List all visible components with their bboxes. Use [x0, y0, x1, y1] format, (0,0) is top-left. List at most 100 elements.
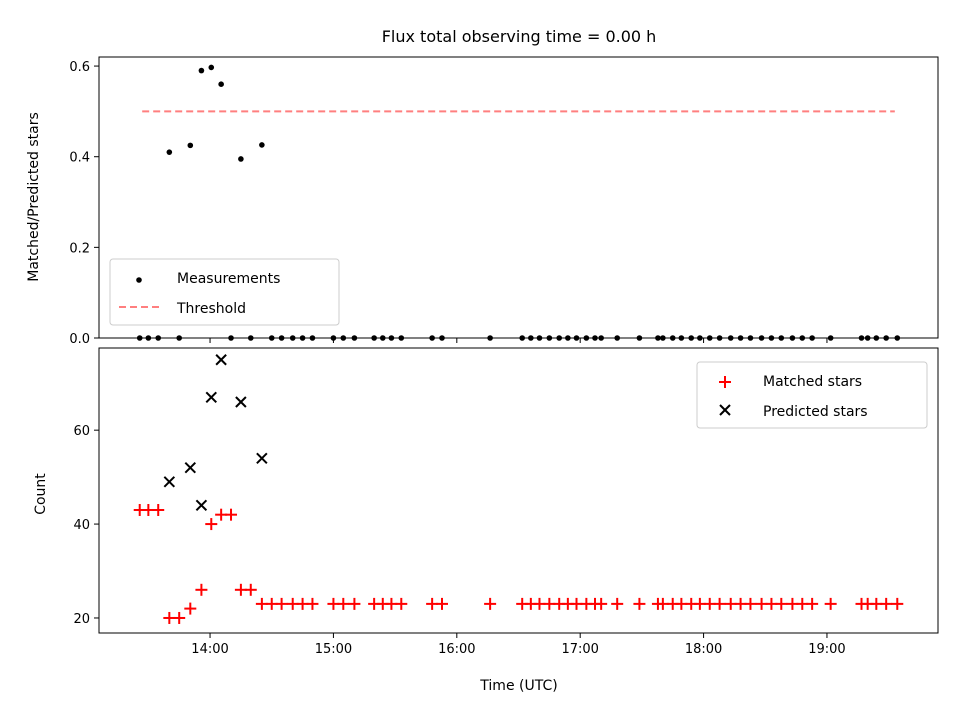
matched-star-marker [824, 597, 837, 610]
measurement-point [351, 335, 358, 341]
measurement-point [487, 335, 493, 341]
count-panel: 14:00 15:00 16:00 17:00 18:00 19:00 20 40 60 Cou… [33, 347, 939, 694]
count-axis-ticks: 14:00 15:00 16:00 17:00 18:00 19:00 20 40 60 [73, 424, 845, 657]
matched-star-marker [713, 597, 726, 610]
matched-star-marker [891, 597, 904, 610]
measurement-point [136, 335, 143, 341]
measurement-point [583, 335, 590, 341]
x-tick-label: 16:00 [438, 642, 475, 657]
measurement-point [528, 335, 534, 341]
measurement-point [340, 335, 347, 341]
matched-star-marker [611, 597, 624, 610]
measurement-point [398, 335, 405, 341]
legend-matched-label: Matched stars [763, 374, 862, 390]
predicted-star-marker [235, 396, 247, 408]
ratio-axis-ticks: 0.0 0.2 0.4 0.6 [69, 60, 828, 347]
legend-measurements-label: Measurements [177, 271, 280, 287]
measurement-point [592, 335, 598, 341]
ratio-plot-area [136, 64, 901, 341]
measurement-point [697, 335, 703, 341]
count-legend: Matched stars Predicted stars [696, 361, 928, 429]
matched-star-marker [173, 611, 186, 624]
measurement-point [247, 335, 254, 341]
x-tick-label: 19:00 [808, 642, 845, 657]
measurement-point [858, 335, 865, 341]
matched-star-marker [395, 597, 408, 610]
measurement-point [208, 64, 215, 71]
measurement-point [536, 335, 543, 341]
y-tick-label: 0.4 [69, 151, 90, 166]
matched-star-marker [744, 597, 757, 610]
y-tick-label: 60 [73, 424, 90, 439]
matched-star-marker [880, 597, 893, 610]
measurement-point [268, 335, 275, 341]
measurement-point [238, 156, 244, 162]
measurement-point [827, 335, 834, 341]
y-tick-label: 20 [73, 612, 90, 627]
x-tick-label: 14:00 [191, 642, 228, 657]
matched-star-marker [775, 597, 788, 610]
predicted-star-marker [215, 354, 227, 366]
x-tick-label: 15:00 [315, 642, 352, 657]
measurement-point [678, 335, 685, 341]
measurement-point [873, 335, 880, 341]
y-tick-label: 0.2 [69, 241, 90, 256]
measurement-point [727, 335, 734, 341]
measurement-point [546, 335, 553, 341]
measurement-point [758, 335, 765, 341]
x-tick-label: 17:00 [561, 642, 598, 657]
measurement-point [145, 335, 152, 341]
measurement-point [176, 335, 182, 341]
measurement-point [556, 335, 563, 341]
chart-title: Flux total observing time = 0.00 h [382, 27, 657, 46]
x-tick-label: 18:00 [685, 642, 722, 657]
ratio-legend-box [109, 258, 340, 326]
measurement-point [636, 335, 643, 341]
ratio-panel: 0.0 0.2 0.4 0.6 Matched/Predicted stars Mea… [26, 56, 939, 347]
matched-star-marker [184, 602, 197, 615]
measurement-point [883, 335, 889, 341]
y-tick-label: 0.0 [69, 332, 90, 347]
measurement-point [688, 335, 695, 341]
measurement-point [439, 335, 445, 341]
matched-star-marker [244, 583, 257, 596]
measurement-point [299, 335, 306, 341]
measurement-point [768, 335, 775, 341]
measurement-point [864, 335, 871, 341]
legend-measurements-marker [136, 277, 142, 283]
y-tick-label: 40 [73, 518, 90, 533]
measurement-point [519, 335, 526, 341]
matched-star-marker [484, 597, 497, 610]
measurement-point [789, 335, 796, 341]
measurement-point [799, 335, 806, 341]
predicted-star-marker [184, 462, 197, 474]
count-plot-area [133, 354, 904, 624]
measurement-point [778, 335, 785, 341]
matched-star-marker [195, 583, 208, 596]
matched-star-marker [633, 597, 646, 610]
legend-predicted-label: Predicted stars [763, 404, 868, 420]
measurement-point [737, 335, 744, 341]
measurement-point [598, 335, 604, 341]
ratio-y-axis-label: Matched/Predicted stars [26, 112, 42, 282]
measurement-point [218, 81, 224, 87]
matched-star-marker [337, 597, 350, 610]
legend-predicted-marker [719, 404, 731, 416]
predicted-star-marker [163, 476, 176, 488]
measurement-point [166, 149, 173, 155]
matched-star-marker [152, 503, 165, 516]
matched-star-marker [306, 597, 319, 610]
measurement-point [198, 67, 205, 74]
count-y-axis-label: Count [33, 473, 49, 515]
matched-star-marker [595, 597, 608, 610]
measurement-point [330, 335, 337, 341]
matched-star-marker [806, 597, 819, 610]
measurement-point [716, 335, 723, 341]
measurement-point [429, 335, 435, 341]
measurement-point [706, 335, 713, 341]
ratio-legend: Measurements Threshold [109, 258, 340, 326]
measurement-point [259, 142, 265, 148]
matched-star-marker [436, 597, 449, 610]
measurement-point [289, 335, 296, 341]
